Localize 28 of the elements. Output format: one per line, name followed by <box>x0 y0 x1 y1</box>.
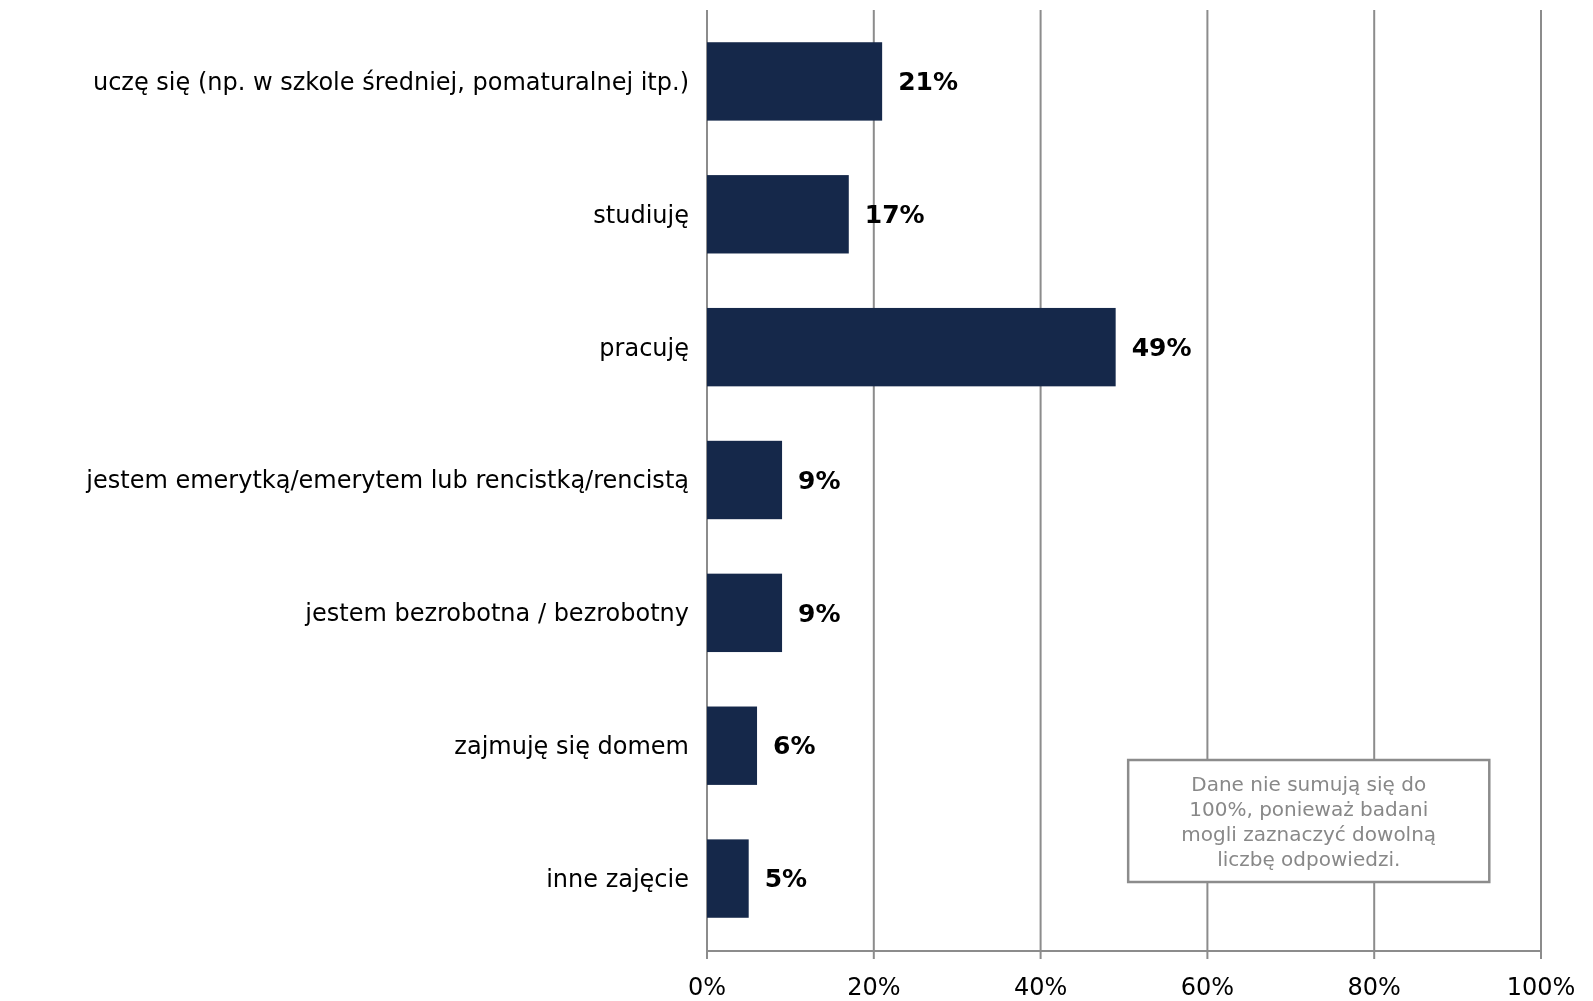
y-tick-label: jestem bezrobotna / bezrobotny <box>304 599 689 628</box>
y-tick-label: zajmuję się domem <box>454 732 689 761</box>
y-tick-label: jestem emerytką/emerytem lub rencistką/rencistą <box>85 466 689 495</box>
x-tick-label: 60% <box>1180 973 1235 1001</box>
x-tick-label: 20% <box>847 973 901 1001</box>
y-tick-label: inne zajęcie <box>546 864 689 893</box>
bar <box>707 175 849 254</box>
bar <box>707 307 1116 387</box>
data-label: 5% <box>764 864 808 894</box>
y-tick-label: studiuję <box>593 200 689 229</box>
annotation: Dane nie sumują się do 100%, ponieważ badani mogli zaznaczyć dowolną liczbę odpowiedzi. <box>1181 771 1437 871</box>
bar <box>707 573 783 653</box>
data-label: 49% <box>1131 332 1192 362</box>
data-label: 9% <box>798 598 841 628</box>
bar <box>707 42 883 121</box>
x-tick-label: 40% <box>1013 973 1068 1001</box>
bar <box>707 706 758 785</box>
data-label: 21% <box>898 67 958 97</box>
x-tick-label: 80% <box>1347 973 1401 1001</box>
data-label: 17% <box>864 200 925 230</box>
bar <box>707 440 783 520</box>
data-label: 9% <box>798 465 841 495</box>
x-tick-label: 100% <box>1506 973 1576 1001</box>
data-label: 6% <box>773 731 816 761</box>
y-tick-label: uczę się (np. w szkole średniej, pomaturalnej itp.) <box>92 67 689 96</box>
bar <box>707 839 749 918</box>
x-tick-label: 0% <box>687 973 727 1001</box>
y-tick-label: pracuję <box>599 333 689 362</box>
